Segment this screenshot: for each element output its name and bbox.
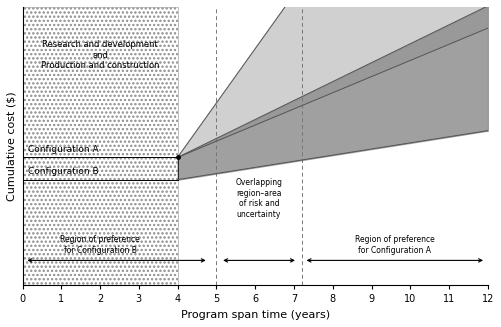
Bar	[23, 7, 178, 285]
X-axis label: Program span time (years): Program span time (years)	[181, 310, 330, 320]
Text: Configuration A: Configuration A	[29, 145, 99, 154]
Text: Region of preference
for Configuration A: Region of preference for Configuration A	[355, 235, 435, 255]
Text: Region of preference
for Configuration B: Region of preference for Configuration B	[60, 235, 140, 255]
Text: Research and development
and
Production and construction: Research and development and Production …	[41, 40, 159, 70]
Text: Configuration B: Configuration B	[29, 167, 99, 176]
Text: Overlapping
region–area
of risk and
uncertainty: Overlapping region–area of risk and unce…	[235, 179, 283, 219]
Bar	[23, 7, 178, 285]
Y-axis label: Cumulative cost ($): Cumulative cost ($)	[7, 91, 17, 201]
